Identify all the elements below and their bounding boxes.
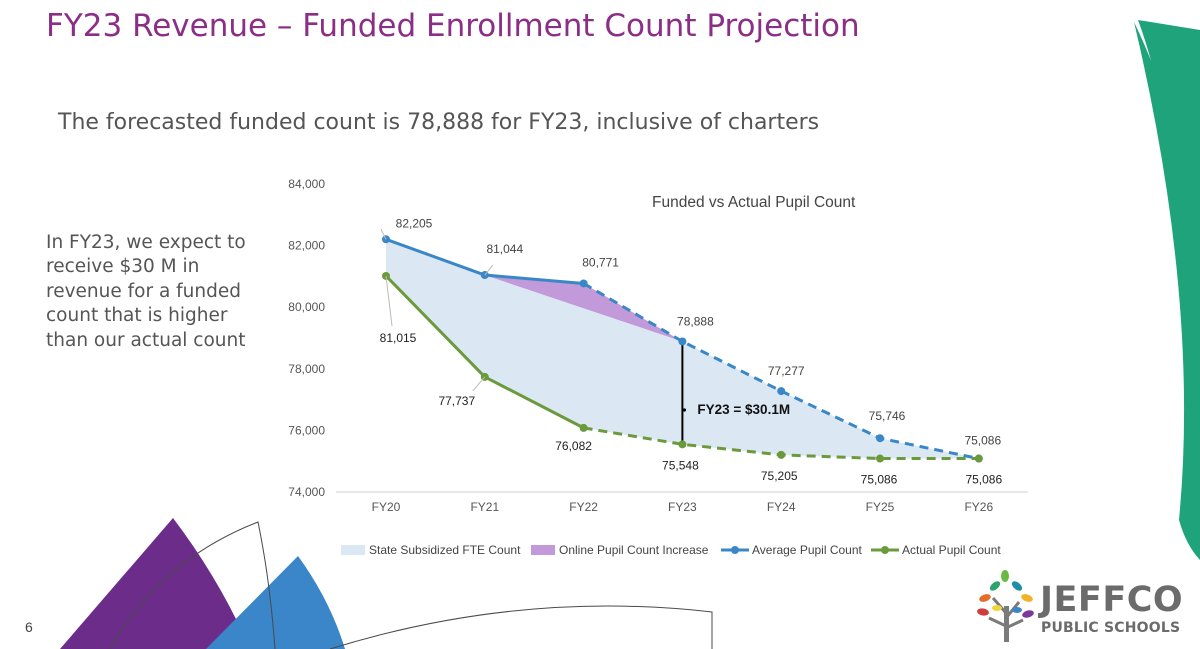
fy23-annotation-dot [682, 408, 687, 412]
actual-pupil-count-data-label: 75,205 [761, 469, 798, 483]
y-tick-label: 82,000 [288, 239, 325, 253]
average-label-leader [380, 229, 387, 240]
logo-wordmark: JEFFCO [1040, 580, 1184, 620]
average-pupil-count-data-label: 78,888 [677, 314, 714, 328]
actual-pupil-count-point [678, 440, 687, 449]
slide-subtitle: The forecasted funded count is 78,888 fo… [58, 110, 820, 135]
actual-pupil-count-data-label: 75,086 [965, 473, 1002, 487]
actual-pupil-count-data-label: 81,015 [380, 331, 417, 345]
chart-title: Funded vs Actual Pupil Count [652, 194, 856, 211]
thin-arc-decor-2 [329, 605, 713, 649]
green-arc-decor-main [1138, 20, 1200, 540]
y-tick-label: 74,000 [288, 485, 325, 499]
actual-pupil-count-data-label: 77,737 [438, 394, 475, 408]
legend-label: State Subsidized FTE Count [369, 543, 521, 557]
average-pupil-count-data-label: 77,277 [768, 364, 805, 378]
y-tick-label: 78,000 [288, 362, 325, 376]
average-label-leader [484, 264, 494, 276]
average-pupil-count-data-label: 80,771 [582, 255, 619, 269]
fy23-annotation: FY23 = $30.1M [697, 402, 790, 417]
area-online-pupil-increase [484, 275, 683, 342]
actual-pupil-count-point [579, 423, 588, 432]
actual-pupil-count-data-label: 76,082 [555, 439, 592, 453]
page-number: 6 [25, 619, 33, 635]
legend-label: Online Pupil Count Increase [559, 543, 709, 557]
purple-sector-decor [60, 518, 250, 649]
x-tick-label: FY24 [767, 500, 796, 514]
actual-pupil-count-data-label: 75,548 [662, 458, 699, 472]
actual-pupil-count-point [876, 454, 884, 463]
x-tick-label: FY20 [372, 500, 401, 514]
y-tick-label: 84,000 [288, 177, 325, 191]
legend-swatch-marker [731, 546, 739, 554]
x-tick-label: FY26 [964, 500, 993, 514]
actual-label-leader [385, 275, 393, 326]
actual-pupil-count-data-label: 75,086 [861, 473, 898, 487]
average-pupil-count-point [777, 387, 786, 396]
legend-label: Actual Pupil Count [902, 543, 1001, 557]
average-pupil-count-point [579, 279, 588, 288]
jeffco-logo-tree [977, 570, 1034, 642]
thin-arc-decor [109, 521, 276, 649]
average-pupil-count-point [876, 434, 884, 443]
average-pupil-count-data-label: 82,205 [396, 216, 433, 230]
legend-swatch-marker [881, 546, 889, 554]
blue-sector-decor [206, 556, 345, 649]
x-tick-label: FY25 [866, 500, 895, 514]
average-pupil-count-data-label: 81,044 [486, 242, 523, 256]
average-pupil-count-data-label: 75,746 [869, 409, 906, 423]
x-tick-label: FY23 [668, 500, 697, 514]
average-pupil-count-data-label: 75,086 [964, 434, 1001, 448]
x-tick-label: FY22 [569, 500, 598, 514]
y-tick-label: 80,000 [288, 300, 325, 314]
actual-pupil-count-point [777, 450, 786, 459]
average-pupil-count-point [678, 337, 687, 346]
slide-title: FY23 Revenue – Funded Enrollment Count P… [46, 8, 860, 44]
x-tick-label: FY21 [470, 500, 499, 514]
legend-swatch [531, 545, 555, 555]
legend-swatch [341, 545, 365, 555]
actual-pupil-count-point [974, 454, 983, 463]
actual-label-leader [472, 376, 486, 392]
legend-label: Average Pupil Count [752, 543, 863, 557]
side-explanation-text: In FY23, we expect to receive $30 M in r… [46, 232, 246, 351]
y-tick-label: 76,000 [288, 423, 325, 437]
logo-subtext: PUBLIC SCHOOLS [1041, 620, 1181, 636]
